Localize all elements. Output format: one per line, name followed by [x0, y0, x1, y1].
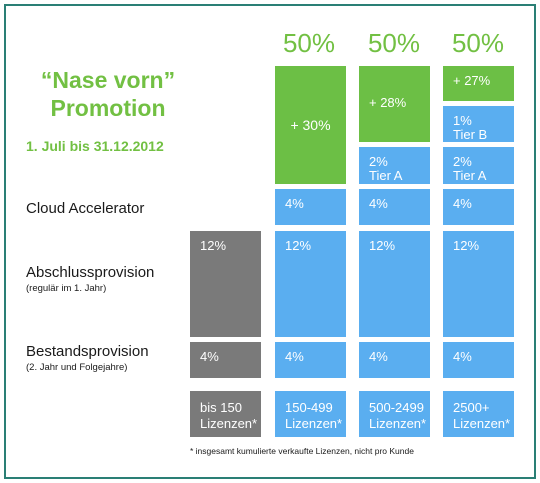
row-label-abschluss-sub: (regulär im 1. Jahr): [26, 283, 107, 294]
col3-tier-line2: Lizenzen*: [453, 416, 511, 431]
col3-cloud-box: 4%: [443, 189, 514, 225]
col1-tier-line2: Lizenzen*: [285, 416, 343, 431]
row-label-bestandsprovision: Bestandsprovision (2. Jahr und Folgejahr…: [26, 343, 149, 373]
promotion-dates: 1. Juli bis 31.12.2012: [26, 138, 164, 154]
col1-bestand-box: 4%: [275, 342, 346, 378]
col3-abschluss-box: 12%: [443, 231, 514, 337]
col3-bestand-box: 4%: [443, 342, 514, 378]
col3-tierA-percent: 2%: [453, 154, 472, 169]
col1-abschluss-box: 12%: [275, 231, 346, 337]
col1-promo-box: + 30%: [275, 66, 346, 184]
col2-tier-line1: 500-2499: [369, 400, 424, 415]
title-line-1: “Nase vorn”: [40, 67, 176, 93]
col3-tier-line1: 2500+: [453, 400, 490, 415]
col1-tier-line1: 150-499: [285, 400, 333, 415]
col2-tierA-box: 2% Tier A: [359, 147, 430, 184]
col3-tierB-box: 1% Tier B: [443, 106, 514, 142]
col2-tierA-label: Tier A: [369, 168, 403, 183]
col3-tierB-label: Tier B: [453, 127, 488, 142]
col3-tierB-percent: 1%: [453, 113, 472, 128]
col2-bestand-box: 4%: [359, 342, 430, 378]
col3-header-percent: 50%: [451, 28, 505, 58]
row-label-bestand-title: Bestandsprovision: [26, 343, 149, 360]
col0-tier-line1: bis 150: [200, 400, 242, 415]
col0-tier-line2: Lizenzen*: [200, 416, 258, 431]
title-line-2: Promotion: [50, 95, 166, 121]
col3-license-tier-box: 2500+ Lizenzen*: [443, 391, 514, 437]
col2-tierA-percent: 2%: [369, 154, 388, 169]
col2-tier-line2: Lizenzen*: [369, 416, 427, 431]
col1-header-percent: 50%: [282, 28, 336, 58]
col1-license-tier-box: 150-499 Lizenzen*: [275, 391, 346, 437]
col1-cloud-box: 4%: [275, 189, 346, 225]
col3-promo-box: + 27%: [443, 66, 514, 101]
col0-license-tier-box: bis 150 Lizenzen*: [190, 391, 261, 437]
col2-header-percent: 50%: [367, 28, 421, 58]
row-label-abschluss-title: Abschlussprovision: [26, 264, 155, 281]
col3-tierA-box: 2% Tier A: [443, 147, 514, 184]
col2-abschluss-box: 12%: [359, 231, 430, 337]
row-label-abschlussprovision: Abschlussprovision (regulär im 1. Jahr): [26, 264, 154, 294]
col2-license-tier-box: 500-2499 Lizenzen*: [359, 391, 430, 437]
col2-promo-box: + 28%: [359, 66, 430, 142]
row-label-cloud-accelerator: Cloud Accelerator: [26, 200, 145, 217]
row-label-bestand-sub: (2. Jahr und Folgejahre): [26, 362, 128, 373]
promotion-title: “Nase vorn” Promotion: [16, 66, 200, 122]
col0-bestand-box: 4%: [190, 342, 261, 378]
col0-abschluss-box: 12%: [190, 231, 261, 337]
footnote: * insgesamt kumulierte verkaufte Lizenze…: [190, 446, 414, 456]
col3-tierA-label: Tier A: [453, 168, 487, 183]
col2-cloud-box: 4%: [359, 189, 430, 225]
